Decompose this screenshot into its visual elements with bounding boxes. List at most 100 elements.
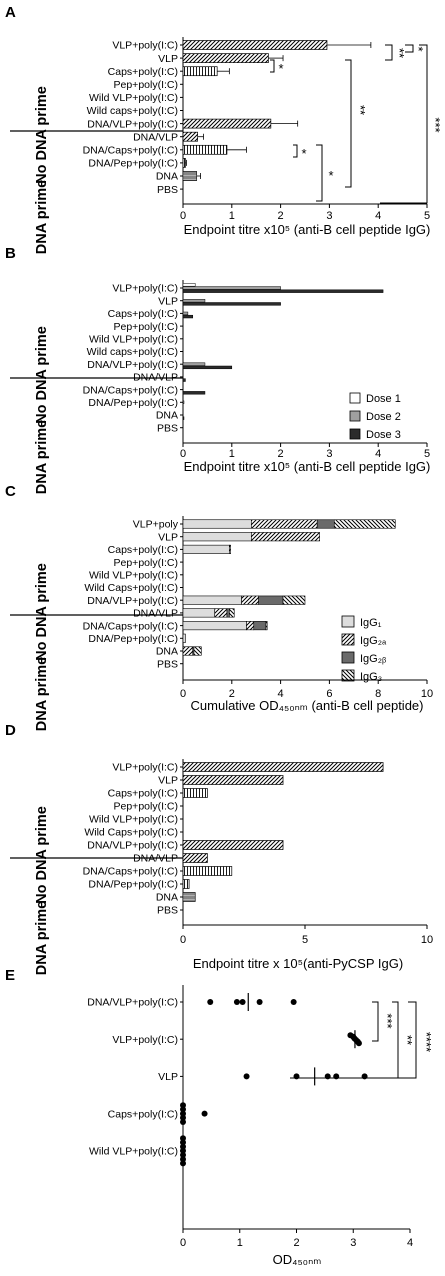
panel-d-group-top: No DNA prime bbox=[34, 806, 50, 904]
bar-segment-igg1 bbox=[182, 608, 216, 618]
legend-label-igg2a: IgG₂ₐ bbox=[360, 635, 387, 647]
category-label: Pep+poly(I:C) bbox=[114, 801, 179, 813]
bar-segment-igg3 bbox=[333, 519, 396, 529]
panel-e-brackets bbox=[290, 1001, 417, 1079]
bar bbox=[182, 53, 269, 63]
data-point bbox=[243, 1073, 250, 1080]
data-point bbox=[180, 1160, 186, 1167]
category-label: DNA bbox=[156, 892, 178, 904]
category-label: Pep+poly(I:C) bbox=[114, 557, 179, 569]
category-label: Wild VLP+poly(I:C) bbox=[89, 1146, 178, 1158]
category-label: DNA/VLP+poly(I:C) bbox=[87, 359, 178, 371]
chart-marks: 0 1 2 3 4 5VLP+poly(I:C)VLPCaps+poly(I:C)Pep+… bbox=[83, 37, 433, 1249]
x-tick-label: 1 bbox=[229, 448, 235, 460]
category-label: Caps+poly(I:C) bbox=[108, 1108, 178, 1120]
legend-swatch-igg2b bbox=[341, 651, 355, 664]
category-label: PBS bbox=[157, 905, 178, 917]
bar bbox=[182, 775, 284, 785]
bar-dose-1 bbox=[182, 283, 196, 287]
bar-segment-igg2a bbox=[229, 544, 231, 554]
panel-c-legend: IgG₁ IgG₂ₐ IgG₂ᵦ IgG₃ bbox=[341, 615, 387, 683]
panel-d-letter: D bbox=[5, 722, 16, 739]
x-tick-label: 8 bbox=[375, 688, 381, 700]
category-label: DNA/VLP+poly(I:C) bbox=[87, 997, 178, 1009]
bar-segment-igg3 bbox=[265, 621, 268, 631]
legend-label-igg1: IgG₁ bbox=[360, 617, 382, 629]
bar-segment-igg1 bbox=[182, 621, 247, 631]
bar-segment-igg1 bbox=[182, 633, 186, 643]
category-label: DNA/Pep+poly(I:C) bbox=[88, 879, 178, 891]
data-point bbox=[355, 1040, 362, 1047]
bar bbox=[182, 866, 233, 876]
category-label: VLP+poly(I:C) bbox=[112, 283, 178, 295]
data-point bbox=[180, 1147, 186, 1154]
bar-dose-3 bbox=[182, 365, 233, 370]
category-label: Pep+poly(I:C) bbox=[114, 79, 179, 91]
legend-label-igg2b: IgG₂ᵦ bbox=[360, 653, 387, 665]
category-label: Wild VLP+poly(I:C) bbox=[89, 570, 178, 582]
category-label: Caps+poly(I:C) bbox=[108, 66, 178, 78]
x-tick-label: 4 bbox=[407, 1237, 413, 1249]
bar-segment-igg1 bbox=[182, 519, 252, 529]
x-tick-label: 4 bbox=[278, 688, 284, 700]
x-tick-label: 4 bbox=[375, 448, 381, 460]
x-tick-label: 2 bbox=[229, 688, 235, 700]
category-label: Wild VLP+poly(I:C) bbox=[89, 334, 178, 346]
legend-swatch-igg3 bbox=[341, 669, 355, 682]
x-tick-label: 5 bbox=[302, 934, 308, 946]
panel-b-legend: Dose 1 Dose 2 Dose 3 bbox=[349, 392, 401, 441]
panel-b-group-bottom: DNA prime bbox=[34, 420, 50, 494]
x-tick-label: 3 bbox=[326, 448, 332, 460]
legend-swatch-dose-1 bbox=[349, 392, 361, 404]
x-tick-label: 1 bbox=[229, 210, 235, 222]
bar-dose-2 bbox=[182, 299, 206, 303]
category-label: Caps+poly(I:C) bbox=[108, 788, 178, 800]
category-label: DNA/VLP bbox=[133, 131, 178, 143]
category-label: DNA bbox=[156, 410, 178, 422]
panel-e-letter: E bbox=[5, 967, 15, 984]
category-label: VLP bbox=[158, 531, 178, 543]
category-label: Wild VLP+poly(I:C) bbox=[89, 92, 178, 104]
panel-c-group-bottom: DNA prime bbox=[34, 657, 50, 731]
panel-a-group-top: No DNA prime bbox=[34, 86, 50, 184]
bar-segment-igg2b bbox=[253, 621, 267, 631]
panel-a-letter: A bbox=[5, 4, 16, 21]
category-label: DNA/VLP bbox=[133, 372, 178, 384]
category-label: DNA/Pep+poly(I:C) bbox=[88, 397, 178, 409]
panel-b-x-axis-label: Endpoint titre x10⁵ (anti-B cell peptide… bbox=[184, 459, 431, 474]
bar bbox=[182, 840, 284, 850]
panel-c-group-top: No DNA prime bbox=[34, 563, 50, 661]
bar-segment-igg1 bbox=[182, 532, 252, 542]
category-label: PBS bbox=[157, 422, 178, 434]
category-label: DNA/Caps+poly(I:C) bbox=[83, 866, 178, 878]
panel-a-group-bottom: DNA prime bbox=[34, 180, 50, 254]
bar-dose-3 bbox=[182, 416, 185, 420]
x-tick-label: 2 bbox=[293, 1237, 299, 1249]
category-label: DNA/VLP bbox=[133, 853, 178, 865]
legend-swatch-igg2a bbox=[341, 633, 355, 646]
category-label: DNA/VLP bbox=[133, 608, 178, 620]
x-tick-label: 0 bbox=[180, 934, 186, 946]
bar-dose-2 bbox=[182, 362, 206, 366]
data-point bbox=[180, 1139, 186, 1146]
bar bbox=[182, 892, 196, 902]
bar-dose-2 bbox=[182, 286, 281, 290]
category-label: DNA bbox=[156, 646, 178, 658]
category-label: VLP+poly(I:C) bbox=[112, 762, 178, 774]
data-point bbox=[180, 1106, 186, 1113]
panel-c-letter: C bbox=[5, 483, 16, 500]
category-label: VLP+poly bbox=[133, 519, 179, 531]
data-point bbox=[207, 999, 214, 1005]
category-label: VLP+poly(I:C) bbox=[112, 1034, 178, 1046]
data-point bbox=[293, 1073, 300, 1080]
category-label: DNA/Pep+poly(I:C) bbox=[88, 633, 178, 645]
category-label: Wild Caps+poly(I:C) bbox=[84, 582, 178, 594]
x-tick-label: 3 bbox=[326, 210, 332, 222]
category-label: Wild caps+poly(I:C) bbox=[87, 105, 178, 117]
panel-b-letter: B bbox=[5, 245, 16, 262]
bar-dose-3 bbox=[182, 289, 384, 293]
panel-a-sig-4: ** bbox=[353, 105, 368, 115]
panel-d-x-axis-label: Endpoint titre x 10⁵(anti-PyCSP IgG) bbox=[193, 956, 403, 971]
panel-a-sig-7: *** bbox=[428, 117, 443, 132]
